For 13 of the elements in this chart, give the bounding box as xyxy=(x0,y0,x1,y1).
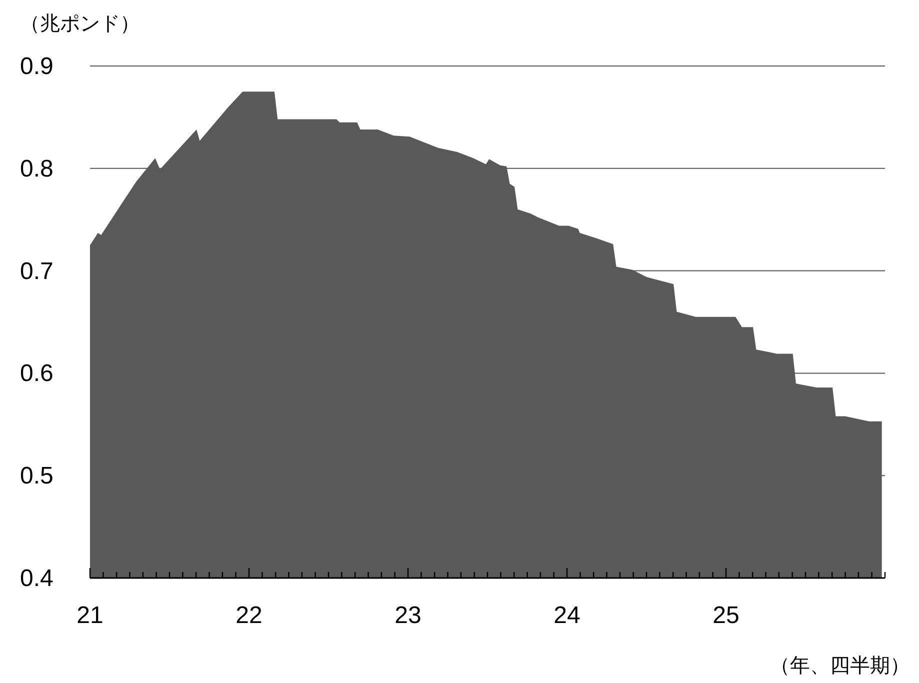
y-tick-label: 0.8 xyxy=(20,155,54,182)
y-tick-label: 0.6 xyxy=(20,360,54,388)
x-tick-label: 21 xyxy=(76,602,104,629)
y-tick-label: 0.9 xyxy=(20,53,54,80)
x-tick-label: 24 xyxy=(554,602,580,629)
x-tick-label: 23 xyxy=(394,602,422,629)
y-tick-label: 0.5 xyxy=(20,462,54,490)
y-tick-label: 0.7 xyxy=(20,258,54,285)
x-tick-label: 25 xyxy=(712,602,740,629)
y-tick-label: 0.4 xyxy=(20,565,54,592)
y-axis-title: （兆ポンド） xyxy=(20,13,140,35)
x-tick-label: 22 xyxy=(236,602,262,629)
x-axis-title: （年、四半期） xyxy=(770,655,910,677)
